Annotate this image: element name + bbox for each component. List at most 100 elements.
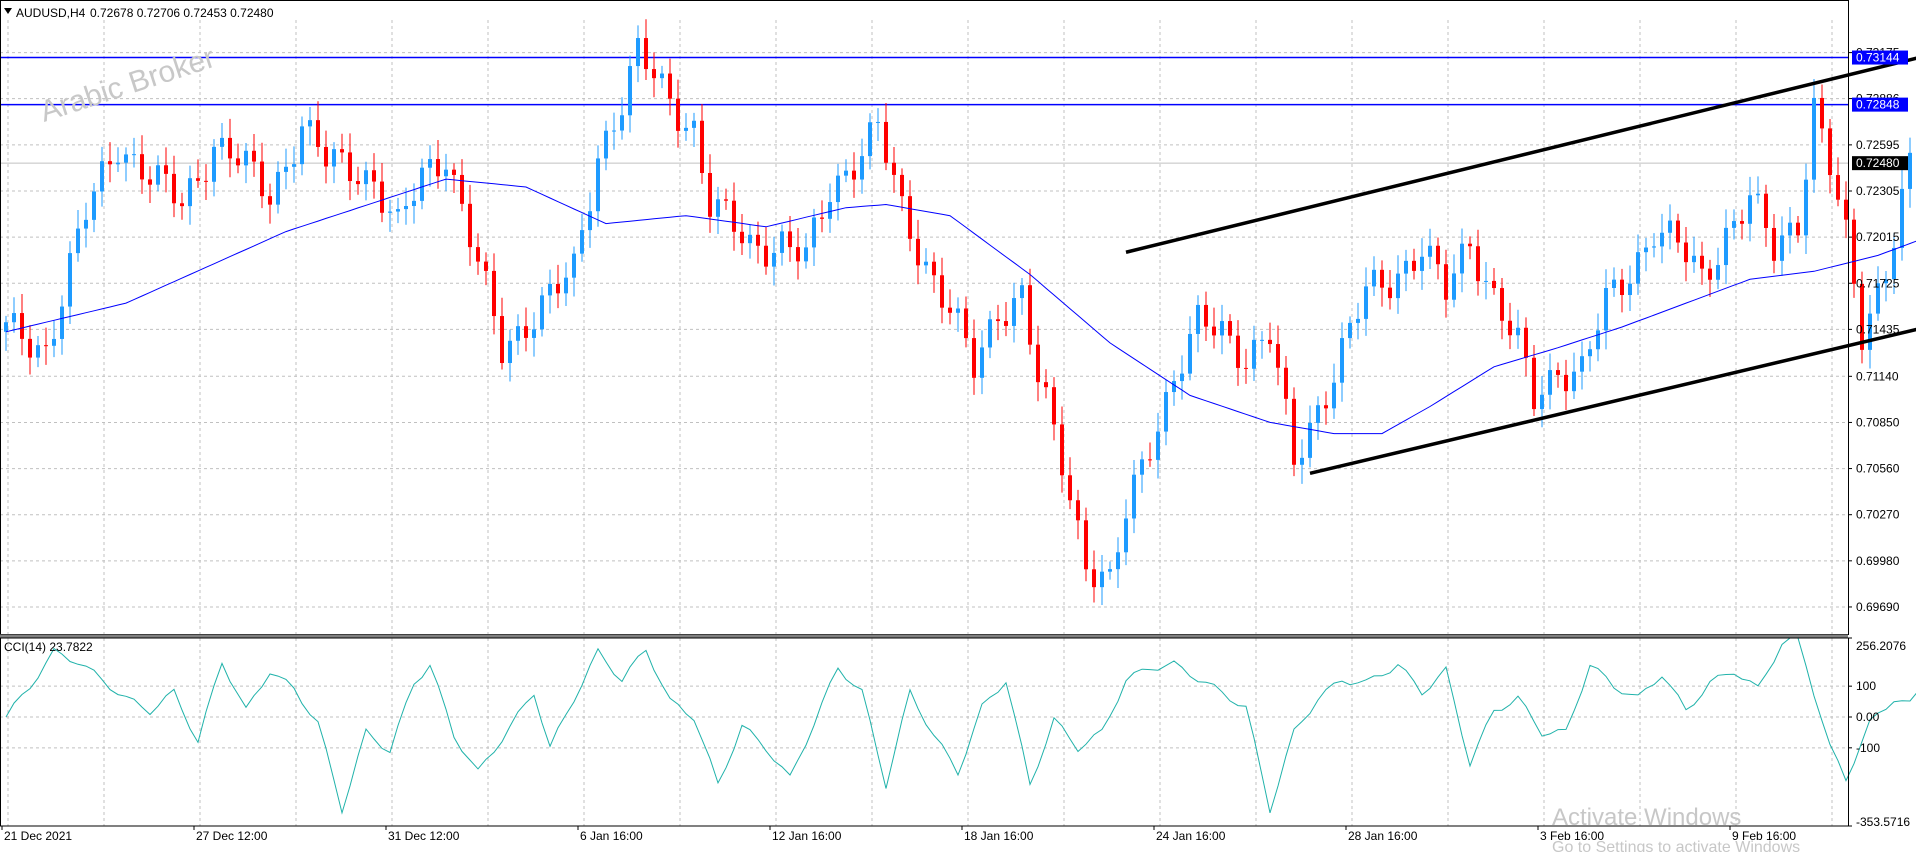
channel-lower-trendline[interactable] bbox=[1309, 100, 1916, 476]
candle-body bbox=[1548, 370, 1552, 395]
candle bbox=[4, 315, 8, 351]
candle-body bbox=[1452, 273, 1456, 300]
candle bbox=[1012, 282, 1016, 343]
candle bbox=[364, 161, 368, 201]
candle bbox=[260, 142, 264, 209]
candle-body bbox=[1828, 128, 1832, 176]
candle bbox=[420, 158, 424, 210]
candle bbox=[1628, 265, 1632, 311]
candle-body bbox=[292, 164, 296, 167]
candle-body bbox=[1500, 288, 1504, 321]
candle bbox=[1236, 320, 1240, 386]
candle bbox=[268, 183, 272, 224]
candle bbox=[988, 310, 992, 359]
candle-body bbox=[596, 158, 600, 212]
candle bbox=[1588, 341, 1592, 372]
time-tick-label: 18 Jan 16:00 bbox=[964, 829, 1034, 843]
candle bbox=[1052, 377, 1056, 441]
candle-body bbox=[1812, 97, 1816, 180]
chart-menu-triangle-icon[interactable] bbox=[4, 8, 12, 14]
candle bbox=[1292, 387, 1296, 477]
candle bbox=[956, 297, 960, 332]
candle bbox=[1308, 405, 1312, 468]
channel-upper-trendline[interactable] bbox=[1125, 1, 1916, 254]
candle bbox=[564, 262, 568, 306]
candle bbox=[1620, 268, 1624, 313]
candle-body bbox=[1772, 227, 1776, 261]
candle-body bbox=[484, 261, 488, 271]
candle-body bbox=[1652, 246, 1656, 248]
candle-body bbox=[476, 247, 480, 262]
candle bbox=[316, 101, 320, 157]
candle bbox=[324, 130, 328, 184]
trendlines[interactable] bbox=[1125, 1, 1916, 476]
candle-body bbox=[1468, 243, 1472, 247]
candle-body bbox=[1788, 222, 1792, 236]
candle bbox=[1252, 325, 1256, 382]
candle-body bbox=[1724, 227, 1728, 266]
candle bbox=[1468, 236, 1472, 260]
candle bbox=[1076, 489, 1080, 540]
activate-windows-title: Activate Windows bbox=[1552, 804, 1741, 831]
candle bbox=[1884, 271, 1888, 302]
candle bbox=[1364, 267, 1368, 336]
candle bbox=[1180, 355, 1184, 400]
candle-body bbox=[652, 69, 656, 79]
candle-body bbox=[1604, 288, 1608, 331]
candle-body bbox=[1284, 367, 1288, 399]
candle-body bbox=[1108, 569, 1112, 572]
candle bbox=[524, 307, 528, 352]
candle bbox=[516, 314, 520, 355]
candle-body bbox=[1068, 475, 1072, 501]
candle bbox=[724, 188, 728, 210]
candle-body bbox=[212, 146, 216, 182]
candle bbox=[444, 153, 448, 192]
candle-body bbox=[716, 199, 720, 217]
candle bbox=[28, 325, 32, 375]
candle-body bbox=[1036, 344, 1040, 383]
candle bbox=[348, 133, 352, 201]
candle-body bbox=[548, 283, 552, 296]
candle bbox=[796, 228, 800, 280]
candle bbox=[1716, 247, 1720, 290]
candle bbox=[1172, 370, 1176, 406]
price-tick-label: 0.71435 bbox=[1856, 322, 1900, 336]
candle bbox=[36, 335, 40, 368]
candle bbox=[1452, 254, 1456, 308]
candle-body bbox=[1092, 569, 1096, 588]
candle-body bbox=[204, 180, 208, 182]
candle bbox=[1116, 537, 1120, 588]
candle-body bbox=[972, 338, 976, 378]
candle-body bbox=[756, 234, 760, 246]
candle bbox=[1636, 234, 1640, 295]
candle bbox=[908, 180, 912, 252]
candle-body bbox=[12, 313, 16, 323]
candle-body bbox=[732, 200, 736, 232]
time-tick-label: 24 Jan 16:00 bbox=[1156, 829, 1226, 843]
candle bbox=[140, 135, 144, 194]
candle-body bbox=[764, 245, 768, 267]
candle bbox=[1388, 270, 1392, 310]
candle-body bbox=[820, 217, 824, 219]
candle bbox=[1356, 302, 1360, 340]
time-axis: 21 Dec 2021 27 Dec 12:00 31 Dec 12:00 6 Jan… bbox=[1, 826, 1796, 843]
candle-body bbox=[316, 120, 320, 147]
candle-body bbox=[932, 261, 936, 276]
candle bbox=[1820, 84, 1824, 143]
candle-body bbox=[1388, 287, 1392, 299]
candle bbox=[556, 264, 560, 309]
candle bbox=[1580, 341, 1584, 390]
candle bbox=[1516, 309, 1520, 349]
candle-body bbox=[1612, 279, 1616, 289]
cci-line bbox=[5, 637, 1916, 815]
candle bbox=[1564, 359, 1568, 410]
candle-body bbox=[1644, 247, 1648, 253]
candle-body bbox=[1060, 424, 1064, 476]
activate-windows-subtitle: Go to Settings to activate Windows bbox=[1552, 839, 1800, 852]
candle bbox=[1612, 267, 1616, 297]
candle bbox=[1500, 277, 1504, 340]
time-tick-label: 31 Dec 12:00 bbox=[388, 829, 460, 843]
candle-body bbox=[132, 154, 136, 156]
candle bbox=[1660, 213, 1664, 264]
